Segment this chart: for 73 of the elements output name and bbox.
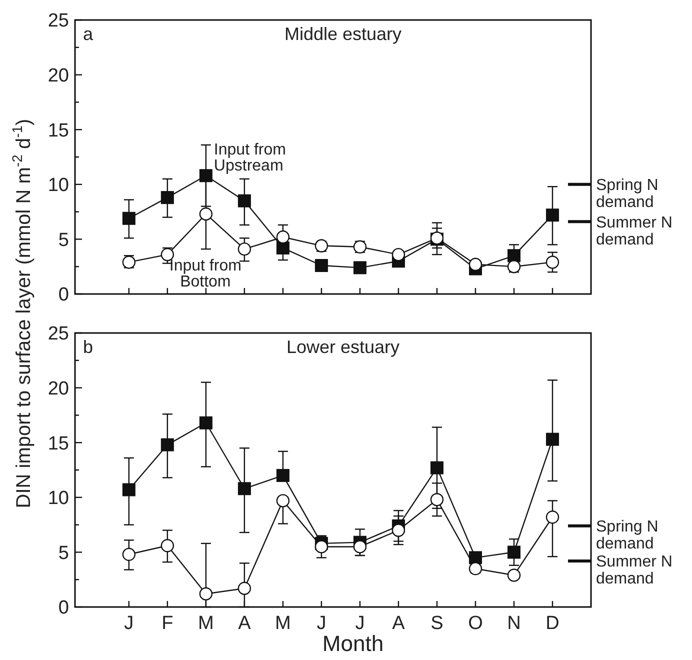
point: [353, 261, 366, 274]
annotation: Input from Upstream: [214, 142, 286, 175]
y-tick-label: 25: [48, 10, 69, 32]
point: [160, 248, 174, 262]
y-tick-label: 10: [48, 175, 69, 196]
x-axis-title: Month: [322, 631, 384, 656]
x-tick-label: A: [392, 613, 406, 634]
annotation: Input from Bottom: [169, 257, 242, 290]
x-tick-label: S: [430, 613, 444, 634]
x-tick-label: O: [468, 613, 483, 634]
x-tick-label: M: [198, 613, 214, 634]
point: [276, 468, 290, 482]
y-tick-label: 0: [58, 598, 69, 619]
ref-line-label: Spring N demand: [596, 177, 658, 211]
y-tick-label: 25: [48, 324, 69, 345]
point: [507, 568, 521, 582]
x-tick-label: M: [275, 613, 291, 634]
point: [238, 194, 251, 208]
y-tick-label: 5: [58, 230, 69, 251]
ref-line-label: Spring N demand: [596, 518, 658, 552]
x-tick-label: J: [355, 613, 365, 634]
x-tick-label: J: [124, 613, 134, 634]
point: [199, 169, 212, 182]
point: [199, 207, 213, 221]
point: [276, 230, 290, 244]
point: [468, 258, 482, 272]
point: [392, 248, 406, 262]
x-tick-label: A: [238, 613, 252, 634]
point: [122, 548, 136, 561]
point: [122, 483, 136, 496]
point: [314, 540, 328, 554]
annotation: b: [83, 337, 94, 357]
point: [468, 562, 482, 576]
annotation: a: [83, 24, 94, 44]
point: [160, 191, 174, 204]
point: [468, 551, 482, 564]
point: [430, 461, 444, 474]
x-tick-label: F: [162, 613, 174, 634]
y-tick-label: 0: [58, 284, 69, 306]
x-tick-label: N: [507, 613, 521, 634]
point: [238, 582, 252, 595]
chart-title: Lower estuary: [286, 337, 400, 357]
point: [238, 242, 252, 256]
point: [353, 540, 367, 554]
y-tick-label: 5: [58, 542, 69, 564]
point: [199, 416, 212, 430]
point: [276, 494, 290, 508]
chart-title: Middle estuary: [284, 24, 402, 44]
point: [546, 256, 560, 269]
point: [430, 492, 444, 506]
point: [160, 438, 174, 452]
point: [314, 259, 328, 272]
point: [546, 432, 559, 446]
y-tick-label: 15: [48, 120, 69, 142]
y-tick-label: 20: [48, 65, 69, 86]
point: [160, 539, 174, 552]
y-tick-label: 20: [48, 378, 69, 400]
x-tick-label: J: [316, 613, 326, 634]
point: [507, 546, 520, 559]
point: [546, 208, 559, 222]
point: [507, 249, 520, 262]
x-tick-label: D: [546, 613, 560, 634]
point: [507, 260, 521, 274]
point: [546, 510, 560, 524]
point: [392, 524, 406, 537]
point: [199, 587, 213, 600]
point: [238, 482, 251, 496]
point: [276, 241, 290, 254]
ref-line-label: Summer N demand: [596, 554, 672, 588]
ref-line-label: Summer N demand: [596, 214, 672, 248]
point: [122, 212, 136, 225]
y-tick-label: 10: [48, 488, 69, 510]
y-tick-label: 15: [48, 433, 69, 454]
